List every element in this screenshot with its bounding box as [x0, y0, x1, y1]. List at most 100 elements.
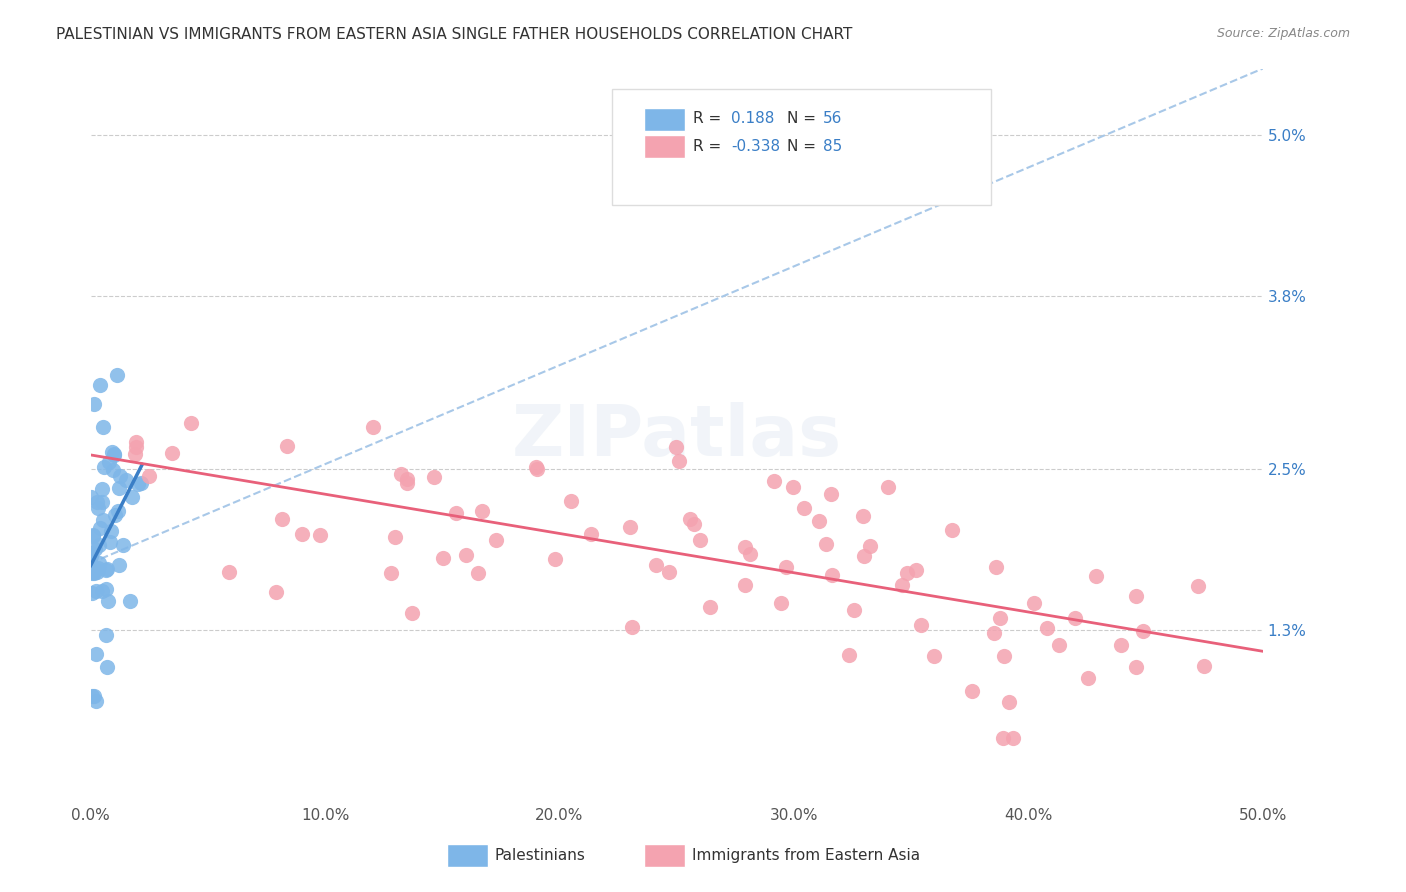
Point	[984, 560, 1007, 574]
Point	[668, 453, 690, 467]
Point	[844, 603, 866, 617]
Point	[82, 566, 104, 581]
Point	[91, 482, 114, 496]
Point	[579, 526, 602, 541]
Point	[820, 568, 842, 582]
Point	[1001, 731, 1024, 746]
Point	[82, 586, 104, 600]
Text: 85: 85	[823, 139, 842, 153]
Point	[380, 566, 402, 580]
Point	[127, 476, 149, 491]
Point	[1125, 589, 1147, 603]
Point	[91, 583, 114, 598]
Point	[87, 538, 110, 552]
Text: ZIPatlas: ZIPatlas	[512, 401, 842, 471]
Point	[389, 467, 412, 481]
Point	[852, 508, 875, 523]
Point	[84, 647, 107, 661]
Point	[396, 472, 419, 486]
Text: R =: R =	[693, 139, 721, 153]
Point	[983, 625, 1005, 640]
Point	[104, 508, 127, 523]
Point	[86, 584, 108, 599]
Point	[454, 548, 477, 562]
Point	[82, 528, 104, 542]
Point	[107, 368, 129, 382]
Point	[83, 397, 105, 411]
Point	[87, 561, 110, 575]
Point	[115, 474, 138, 488]
Point	[93, 460, 115, 475]
Point	[838, 648, 860, 663]
Point	[853, 549, 876, 564]
Point	[471, 504, 494, 518]
Point	[1192, 659, 1215, 673]
Point	[1047, 638, 1070, 652]
Point	[291, 527, 314, 541]
Point	[271, 512, 294, 526]
Point	[922, 648, 945, 663]
Text: Immigrants from Eastern Asia: Immigrants from Eastern Asia	[692, 848, 920, 863]
Point	[621, 620, 644, 634]
Point	[125, 434, 148, 449]
Point	[904, 563, 927, 577]
Point	[988, 611, 1011, 625]
Point	[734, 540, 756, 554]
Point	[560, 494, 582, 508]
Text: 0.188: 0.188	[731, 112, 775, 126]
Point	[815, 537, 838, 551]
Point	[138, 469, 160, 483]
Point	[896, 566, 918, 581]
Point	[807, 514, 830, 528]
Point	[699, 600, 721, 615]
Point	[308, 527, 330, 541]
Point	[93, 513, 115, 527]
Point	[118, 594, 141, 608]
Point	[664, 440, 686, 454]
Point	[87, 500, 110, 515]
Point	[125, 440, 148, 454]
Point	[86, 694, 108, 708]
Point	[83, 566, 105, 580]
Point	[98, 535, 121, 549]
Point	[444, 506, 467, 520]
Point	[108, 558, 131, 573]
Point	[1132, 624, 1154, 638]
Point	[384, 530, 406, 544]
Point	[103, 463, 125, 477]
Point	[96, 561, 118, 575]
Point	[97, 593, 120, 607]
Text: N =: N =	[787, 112, 817, 126]
Point	[740, 547, 762, 561]
Point	[91, 419, 114, 434]
Point	[83, 541, 105, 556]
Point	[423, 470, 446, 484]
Point	[100, 524, 122, 538]
Point	[83, 689, 105, 703]
Point	[763, 475, 786, 489]
Point	[100, 444, 122, 458]
Text: Palestinians: Palestinians	[495, 848, 586, 863]
Point	[658, 565, 681, 579]
Point	[361, 420, 384, 434]
Point	[108, 468, 131, 483]
Point	[80, 546, 103, 560]
Point	[218, 565, 240, 579]
Point	[782, 480, 804, 494]
Point	[103, 447, 125, 461]
Point	[86, 495, 108, 509]
Point	[91, 495, 114, 509]
Point	[524, 460, 547, 475]
Point	[1085, 569, 1108, 583]
Point	[79, 490, 101, 504]
Text: R =: R =	[693, 112, 721, 126]
Point	[86, 566, 108, 580]
Point	[1187, 579, 1209, 593]
Point	[679, 511, 702, 525]
Point	[82, 690, 104, 704]
Point	[82, 529, 104, 543]
Point	[107, 504, 129, 518]
Point	[111, 538, 134, 552]
Point	[960, 684, 983, 698]
Text: N =: N =	[787, 139, 817, 153]
